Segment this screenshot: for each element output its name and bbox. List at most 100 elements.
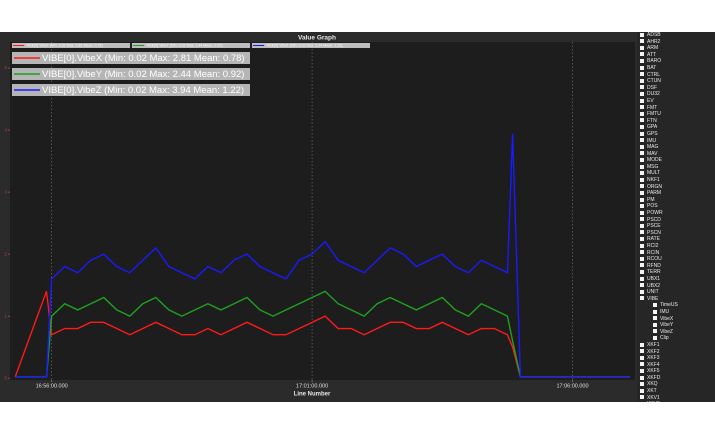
tree-node[interactable]: ARM: [637, 45, 715, 52]
tree-node[interactable]: ATT: [637, 52, 715, 59]
checkbox[interactable]: [640, 197, 644, 202]
checkbox[interactable]: [640, 230, 644, 235]
tree-node[interactable]: XKF1: [637, 342, 715, 349]
tree-node[interactable]: GPS: [637, 131, 715, 138]
tree-node[interactable]: NKF1: [637, 177, 715, 184]
tree-node[interactable]: VibeX: [637, 316, 715, 323]
tree-node[interactable]: EV: [637, 98, 715, 105]
checkbox[interactable]: [640, 296, 644, 301]
tree-node[interactable]: PSCN: [637, 230, 715, 237]
tree-node[interactable]: XKV2: [637, 401, 715, 402]
tree-node[interactable]: XKT: [637, 388, 715, 395]
checkbox[interactable]: [640, 395, 644, 400]
checkbox[interactable]: [640, 138, 644, 143]
tree-node[interactable]: CTRL: [637, 72, 715, 79]
checkbox[interactable]: [640, 157, 644, 162]
tree-node[interactable]: XKV1: [637, 395, 715, 402]
checkbox[interactable]: [640, 190, 644, 195]
checkbox[interactable]: [653, 309, 657, 314]
checkbox[interactable]: [640, 131, 644, 136]
tree-node[interactable]: XKFD: [637, 375, 715, 382]
checkbox[interactable]: [640, 32, 644, 37]
checkbox[interactable]: [640, 65, 644, 70]
checkbox[interactable]: [640, 263, 644, 268]
tree-node[interactable]: RCOU: [637, 256, 715, 263]
tree-node[interactable]: POS: [637, 203, 715, 210]
checkbox[interactable]: [640, 375, 644, 380]
tree-node[interactable]: RATE: [637, 236, 715, 243]
checkbox[interactable]: [640, 382, 644, 387]
tree-node[interactable]: RFND: [637, 263, 715, 270]
tree-node[interactable]: XKF4: [637, 362, 715, 369]
checkbox[interactable]: [640, 177, 644, 182]
checkbox[interactable]: [640, 250, 644, 255]
checkbox[interactable]: [640, 59, 644, 64]
checkbox[interactable]: [653, 335, 657, 340]
checkbox[interactable]: [640, 270, 644, 275]
checkbox[interactable]: [640, 171, 644, 176]
tree-node[interactable]: IMU: [637, 309, 715, 316]
checkbox[interactable]: [653, 316, 657, 321]
checkbox[interactable]: [640, 184, 644, 189]
checkbox[interactable]: [640, 45, 644, 50]
checkbox[interactable]: [640, 237, 644, 242]
tree-node[interactable]: UBX1: [637, 276, 715, 283]
tree-node[interactable]: IMU: [637, 138, 715, 145]
checkbox[interactable]: [640, 124, 644, 129]
checkbox[interactable]: [640, 118, 644, 123]
tree-node[interactable]: MULT: [637, 170, 715, 177]
tree-node[interactable]: GPA: [637, 124, 715, 131]
tree-node[interactable]: DSF: [637, 85, 715, 92]
tree-node[interactable]: PARM: [637, 190, 715, 197]
tree-node[interactable]: VIBE: [637, 296, 715, 303]
tree-node[interactable]: MODE: [637, 157, 715, 164]
tree-node[interactable]: UNIT: [637, 289, 715, 296]
tree-node[interactable]: DU32: [637, 91, 715, 98]
checkbox[interactable]: [640, 144, 644, 149]
tree-node[interactable]: PM: [637, 197, 715, 204]
tree-node[interactable]: ADSB: [637, 32, 715, 39]
checkbox[interactable]: [640, 72, 644, 77]
checkbox[interactable]: [640, 39, 644, 44]
checkbox[interactable]: [640, 210, 644, 215]
checkbox[interactable]: [640, 289, 644, 294]
tree-node[interactable]: FTN: [637, 118, 715, 125]
checkbox[interactable]: [640, 204, 644, 209]
tree-node[interactable]: MAG: [637, 144, 715, 151]
tree-node[interactable]: XKF3: [637, 355, 715, 362]
checkbox[interactable]: [640, 388, 644, 393]
tree-node[interactable]: XKQ: [637, 381, 715, 388]
tree-node[interactable]: VibeZ: [637, 329, 715, 336]
tree-node[interactable]: UBX2: [637, 283, 715, 290]
checkbox[interactable]: [653, 329, 657, 334]
tree-node[interactable]: MSG: [637, 164, 715, 171]
tree-node[interactable]: MAV: [637, 151, 715, 158]
checkbox[interactable]: [640, 78, 644, 83]
checkbox[interactable]: [653, 322, 657, 327]
tree-node[interactable]: FMTU: [637, 111, 715, 118]
checkbox[interactable]: [640, 164, 644, 169]
checkbox[interactable]: [640, 98, 644, 103]
checkbox[interactable]: [640, 151, 644, 156]
tree-node[interactable]: PSCD: [637, 217, 715, 224]
tree-node[interactable]: POWR: [637, 210, 715, 217]
checkbox[interactable]: [640, 256, 644, 261]
tree-node[interactable]: AHR2: [637, 39, 715, 46]
checkbox[interactable]: [640, 355, 644, 360]
checkbox[interactable]: [640, 92, 644, 97]
checkbox[interactable]: [640, 362, 644, 367]
checkbox[interactable]: [640, 368, 644, 373]
tree-node[interactable]: RCI2: [637, 243, 715, 250]
checkbox[interactable]: [653, 303, 657, 308]
checkbox[interactable]: [640, 243, 644, 248]
checkbox[interactable]: [640, 342, 644, 347]
tree-node[interactable]: ORGN: [637, 184, 715, 191]
tree-node[interactable]: TERR: [637, 269, 715, 276]
tree-node[interactable]: VibeY: [637, 322, 715, 329]
tree-node[interactable]: RCIN: [637, 250, 715, 257]
checkbox[interactable]: [640, 217, 644, 222]
tree-node[interactable]: BAT: [637, 65, 715, 72]
tree-node[interactable]: CTUN: [637, 78, 715, 85]
checkbox[interactable]: [640, 52, 644, 57]
checkbox[interactable]: [640, 349, 644, 354]
